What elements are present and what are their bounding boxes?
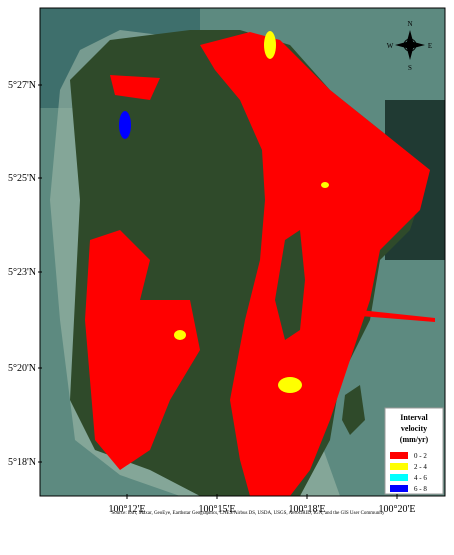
lon-label: 100°18'E	[289, 504, 326, 515]
legend-swatch	[390, 474, 408, 481]
lon-label: 100°15'E	[199, 504, 236, 515]
lat-label: 5°25'N	[8, 173, 36, 184]
lat-label: 5°20'N	[8, 363, 36, 374]
compass-s: S	[408, 64, 412, 72]
map-imagery	[40, 8, 445, 496]
lat-label: 5°18'N	[8, 457, 36, 468]
legend-label: 6 - 8	[414, 485, 427, 493]
legend: Interval velocity (mm/yr) 0 - 2 2 - 4 4 - …	[384, 407, 444, 495]
lon-label: 100°20'E	[379, 504, 416, 515]
legend-title-1: Interval	[400, 413, 428, 422]
legend-label: 4 - 6	[414, 474, 427, 482]
compass-w: W	[387, 42, 394, 50]
legend-title-3: (mm/yr)	[400, 435, 429, 444]
lat-label: 5°23'N	[8, 267, 36, 278]
compass: N S E W	[387, 20, 432, 72]
legend-swatch	[390, 485, 408, 492]
legend-title-2: velocity	[401, 424, 427, 433]
compass-n: N	[407, 20, 412, 28]
lat-label: 5°27'N	[8, 80, 36, 91]
map-frame	[39, 7, 446, 497]
legend-swatch	[390, 452, 408, 459]
legend-label: 2 - 4	[414, 463, 427, 471]
lon-label: 100°12'E	[109, 504, 146, 515]
compass-e: E	[428, 42, 432, 50]
legend-label: 0 - 2	[414, 452, 427, 460]
attribution: Source: Esri, Maxar, GeoEye, Earthstar G…	[112, 511, 385, 516]
legend-swatch	[390, 463, 408, 470]
graticule-labels: 5°27'N 5°25'N 5°23'N 5°20'N 5°18'N 100°12'E 10…	[8, 80, 415, 515]
